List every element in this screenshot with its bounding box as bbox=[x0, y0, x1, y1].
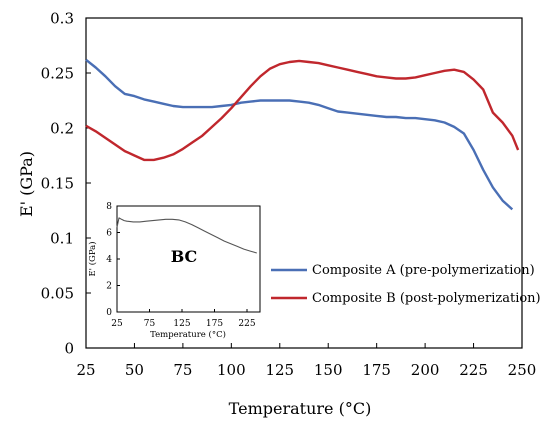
inset-y-tick-label: 0 bbox=[106, 308, 112, 318]
main-x-tick-label: 50 bbox=[125, 361, 144, 379]
inset-x-tick-label: 225 bbox=[238, 319, 255, 329]
inset-x-axis: 25 75 125 175 225 bbox=[111, 309, 256, 329]
main-series-line-0 bbox=[85, 58, 514, 211]
main-x-tick-label: 250 bbox=[508, 361, 537, 379]
legend-label-composite-a: Composite A (pre-polymerization) bbox=[312, 263, 535, 278]
inset-series-line-0 bbox=[116, 217, 257, 254]
main-y-tick-label: 0.2 bbox=[50, 119, 74, 137]
inset-x-tick-label: 175 bbox=[206, 319, 223, 329]
inset-y-axis-title: E' (GPa) bbox=[87, 241, 98, 276]
main-x-tick-label: 25 bbox=[76, 361, 95, 379]
inset-series-group bbox=[116, 217, 257, 254]
inset-annotation: BC bbox=[171, 247, 198, 266]
inset-y-axis: 0 2 4 6 8 bbox=[106, 202, 120, 318]
main-x-tick-label: 225 bbox=[459, 361, 488, 379]
inset-x-axis-title: Temperature (°C) bbox=[150, 329, 226, 340]
main-y-axis: 0 0.05 0.1 0.15 0.2 0.25 0.3 bbox=[41, 9, 91, 357]
main-y-tick-label: 0.05 bbox=[41, 284, 74, 302]
inset-y-tick-label: 4 bbox=[106, 255, 112, 265]
inset-x-tick-label: 75 bbox=[144, 319, 156, 329]
main-series-line-1 bbox=[85, 59, 520, 162]
main-y-tick-label: 0 bbox=[64, 339, 74, 357]
main-y-axis-title: E' (GPa) bbox=[17, 151, 36, 217]
main-x-tick-label: 150 bbox=[314, 361, 343, 379]
legend-label-composite-b: Composite B (post-polymerization) bbox=[312, 291, 541, 306]
main-y-tick-label: 0.1 bbox=[50, 229, 74, 247]
inset-y-tick-label: 2 bbox=[106, 282, 112, 292]
inset-y-tick-label: 6 bbox=[106, 229, 112, 239]
main-x-axis-title: Temperature (°C) bbox=[229, 399, 372, 418]
main-y-tick-label: 0.15 bbox=[41, 174, 74, 192]
legend: Composite A (pre-polymerization) Composi… bbox=[271, 263, 541, 306]
main-y-tick-label: 0.3 bbox=[50, 9, 74, 27]
inset-y-tick-label: 8 bbox=[106, 202, 112, 212]
main-x-tick-label: 125 bbox=[265, 361, 294, 379]
main-y-tick-label: 0.25 bbox=[41, 64, 74, 82]
main-series-group bbox=[85, 58, 520, 211]
main-x-axis: 25 50 75 100 125 150 175 200 225 250 bbox=[76, 343, 536, 379]
main-x-tick-label: 200 bbox=[411, 361, 440, 379]
main-x-tick-label: 100 bbox=[217, 361, 246, 379]
inset-x-tick-label: 25 bbox=[111, 319, 123, 329]
inset-x-tick-label: 125 bbox=[173, 319, 190, 329]
main-x-tick-label: 75 bbox=[173, 361, 192, 379]
main-x-tick-label: 175 bbox=[362, 361, 391, 379]
